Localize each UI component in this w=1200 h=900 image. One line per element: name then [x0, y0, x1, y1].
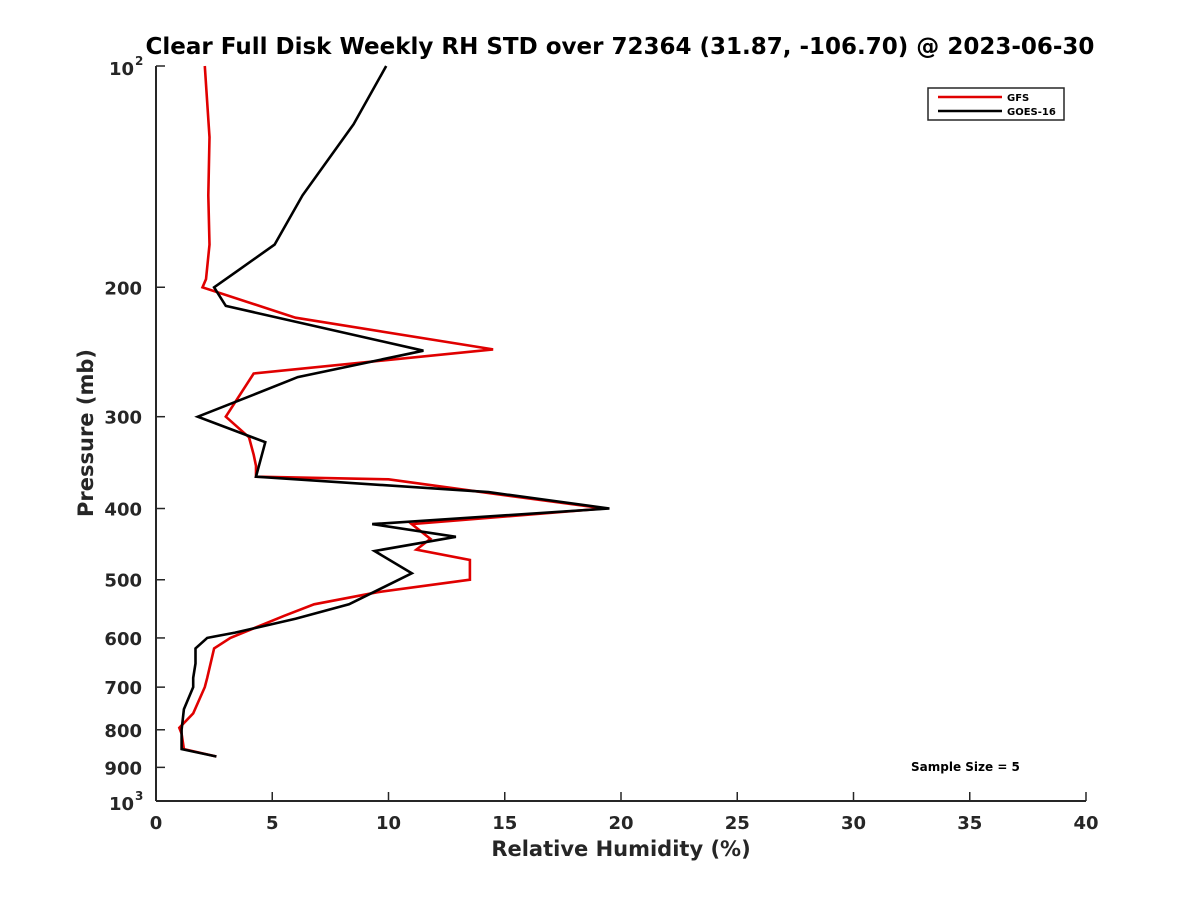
y-tick-label: 500	[104, 571, 142, 592]
plot-area	[155, 66, 1086, 802]
y-tick-exponent: 2	[135, 54, 143, 68]
legend-box	[927, 87, 1065, 121]
y-axis-label: Pressure (mb)	[74, 349, 98, 517]
legend-label-gfs: GFS	[1007, 93, 1029, 104]
y-tick-label: 10	[109, 794, 134, 815]
series-line-gfs	[177, 65, 605, 758]
legend: GFS GOES-16	[927, 87, 1065, 121]
x-tick-label: 20	[608, 813, 633, 834]
x-axis-label: Relative Humidity (%)	[491, 837, 750, 861]
y-tick-label: 600	[104, 629, 142, 650]
x-tick-label: 40	[1073, 813, 1098, 834]
y-tick-label: 10	[109, 59, 134, 80]
sample-size-annotation: Sample Size = 5	[911, 760, 1020, 774]
x-tick-label: 5	[266, 813, 279, 834]
x-tick-label: 30	[841, 813, 866, 834]
y-tick-label: 900	[104, 758, 142, 779]
series-layer	[177, 65, 610, 758]
y-tick-exponent: 3	[135, 789, 143, 803]
y-tick-label: 700	[104, 678, 142, 699]
y-tick-label: 200	[104, 278, 142, 299]
series-line-goes16	[180, 65, 610, 758]
legend-label-goes16: GOES-16	[1007, 107, 1056, 118]
x-tick-label: 10	[376, 813, 401, 834]
x-tick-label: 15	[492, 813, 517, 834]
x-tick-label: 25	[725, 813, 750, 834]
x-tick-label: 35	[957, 813, 982, 834]
y-tick-label: 800	[104, 721, 142, 742]
x-ticks: 0 5 10 15 20 25 30 35 40	[150, 792, 1099, 834]
y-tick-label: 400	[104, 500, 142, 521]
chart-title: Clear Full Disk Weekly RH STD over 72364…	[146, 34, 1095, 60]
y-tick-label: 300	[104, 408, 142, 429]
x-tick-label: 0	[150, 813, 163, 834]
